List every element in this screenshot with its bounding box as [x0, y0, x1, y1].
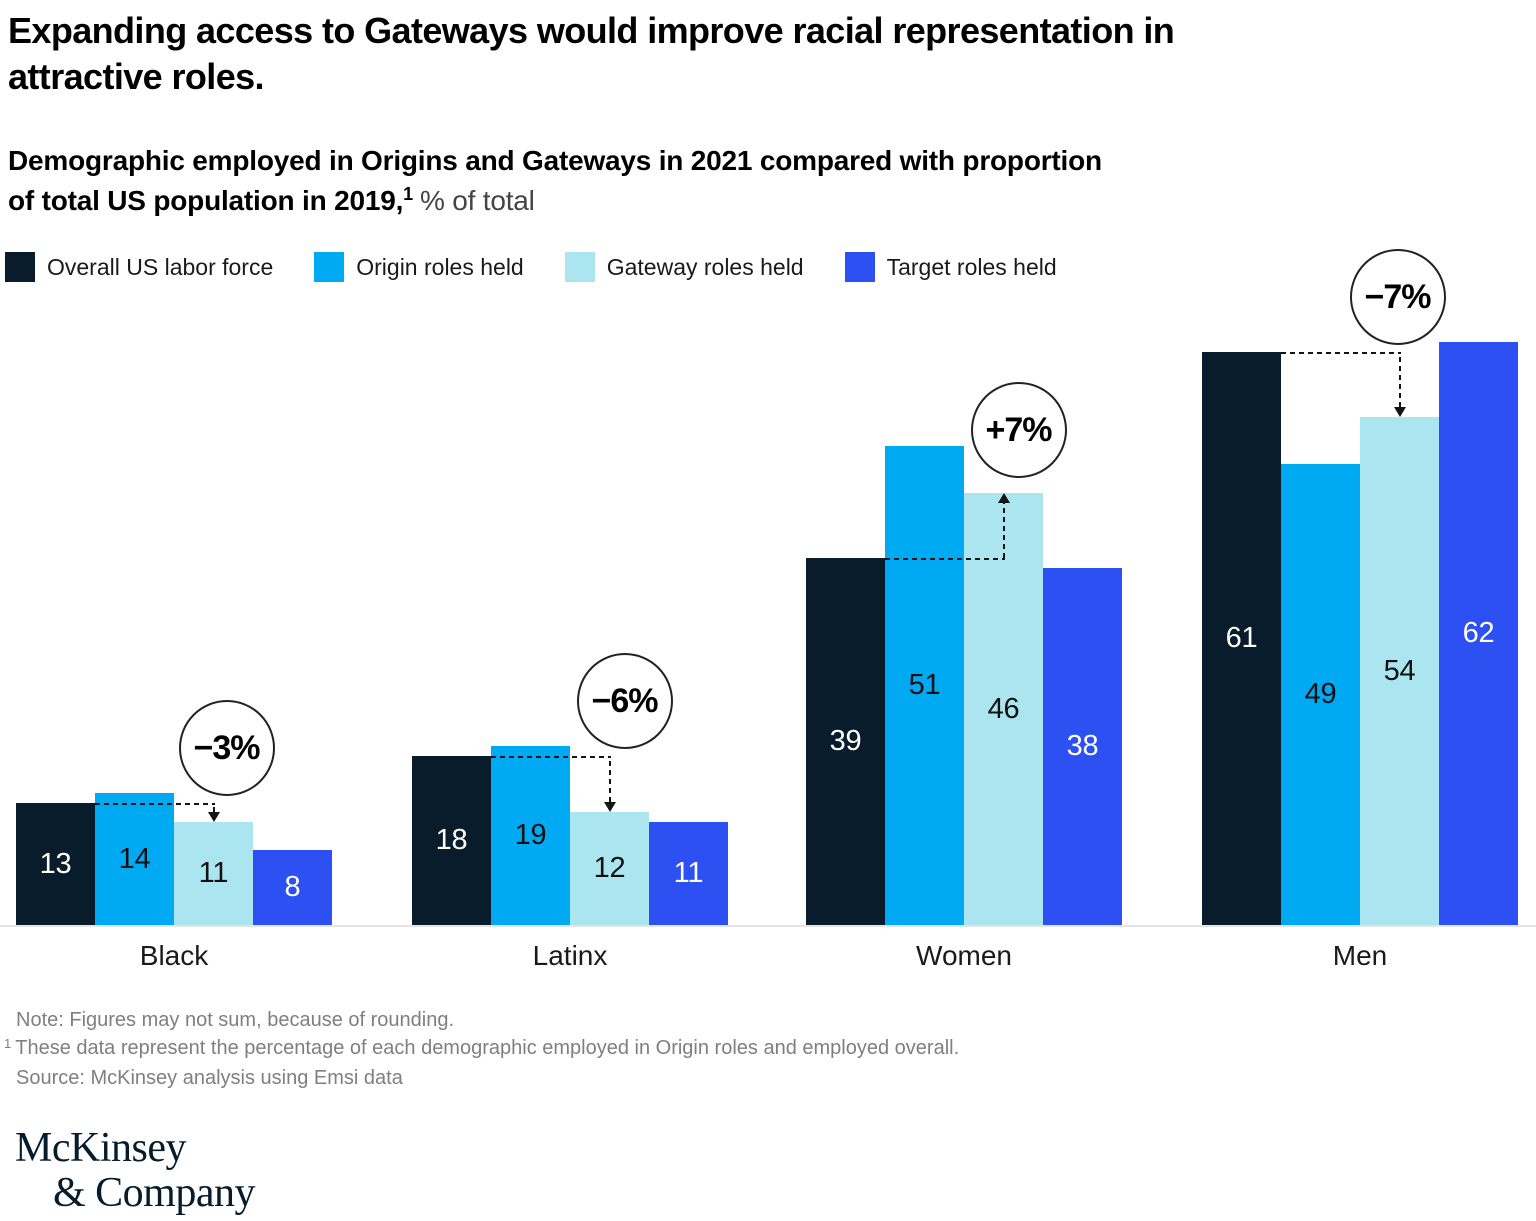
annotation-dashed-line	[1398, 354, 1401, 407]
annotation-dashed-line	[1002, 503, 1005, 558]
bar-value-label: 49	[1304, 678, 1337, 710]
bar-value-label: 38	[1066, 730, 1099, 762]
bar-value-label: 46	[987, 692, 1020, 725]
annotation-dashed-line	[608, 758, 611, 802]
bar-value-label: 39	[829, 725, 862, 757]
bar-black-overall-us-labor-force: 13	[16, 803, 95, 925]
legend-label: Gateway roles held	[606, 253, 804, 280]
arrow-down-icon	[207, 812, 220, 822]
bar-men-target-roles-held: 62	[1439, 342, 1518, 925]
page-title: Expanding access to Gateways would impro…	[8, 8, 1175, 100]
legend-label: Origin roles held	[356, 253, 524, 280]
annotation-circle-black: −3%	[178, 700, 275, 796]
category-label-men: Men	[1332, 940, 1388, 971]
chart-note: Note: Figures may not sum, because of ro…	[16, 1009, 455, 1031]
annotation-dashed-line	[885, 558, 1005, 560]
bar-women-origin-roles-held: 51	[885, 446, 964, 925]
x-axis-baseline	[0, 925, 1536, 927]
annotation-dashed-line	[212, 805, 215, 812]
bar-value-label: 8	[284, 871, 301, 903]
footnote-marker-superscript: 1	[403, 184, 413, 204]
chart-subtitle: Demographic employed in Origins and Gate…	[8, 141, 1102, 224]
bar-value-label: 18	[435, 824, 468, 856]
bar-women-gateway-roles-held: 46	[964, 493, 1043, 925]
bar-men-overall-us-labor-force: 61	[1202, 352, 1281, 925]
arrow-up-icon	[997, 493, 1010, 503]
bar-value-label: 11	[198, 857, 229, 889]
chart-footnotes: Note: Figures may not sum, because of ro…	[4, 1006, 959, 1092]
mckinsey-logo-line-1: McKinsey	[15, 1125, 186, 1171]
category-label-black: Black	[139, 940, 209, 971]
chart-subtitle-unit: % of total	[419, 185, 535, 216]
legend-item-origin-roles-held: Origin roles held	[314, 252, 524, 282]
chart-subtitle-line-1: Demographic employed in Origins and Gate…	[8, 145, 1102, 176]
legend-item-target-roles-held: Target roles held	[844, 252, 1057, 282]
bar-men-gateway-roles-held: 54	[1360, 417, 1439, 925]
bar-value-label: 11	[673, 857, 704, 889]
mckinsey-logo-line-2: & Company	[53, 1170, 256, 1216]
bar-women-overall-us-labor-force: 39	[806, 558, 885, 925]
bar-men-origin-roles-held: 49	[1281, 464, 1360, 925]
chart-source: Source: McKinsey analysis using Emsi dat…	[16, 1067, 403, 1089]
annotation-circle-latinx: −6%	[576, 653, 673, 749]
bar-black-gateway-roles-held: 11	[174, 822, 253, 925]
annotation-dashed-line	[95, 803, 215, 805]
legend-label: Target roles held	[886, 253, 1057, 280]
chart-footnote: 1 These data represent the percentage of …	[4, 1034, 959, 1064]
legend-item-overall-us-labor-force: Overall US labor force	[5, 252, 273, 282]
legend-swatch-icon	[844, 252, 875, 282]
bar-black-target-roles-held: 8	[253, 850, 332, 925]
legend-swatch-icon	[314, 252, 345, 282]
bar-value-label: 19	[514, 819, 547, 851]
bar-value-label: 14	[118, 842, 151, 875]
category-label-women: Women	[916, 940, 1012, 971]
bar-latinx-target-roles-held: 11	[649, 822, 728, 925]
bar-value-label: 51	[908, 669, 941, 701]
bar-value-label: 62	[1462, 617, 1495, 649]
annotation-dashed-line	[1281, 352, 1401, 354]
chart-footnote-marker: 1	[4, 1036, 12, 1051]
chart-subtitle-line-2-bold: of total US population in 2019,	[8, 185, 404, 216]
page-title-line-2: attractive roles.	[8, 56, 265, 97]
arrow-down-icon	[603, 802, 616, 812]
annotation-circle-men: −7%	[1349, 249, 1446, 345]
legend-label: Overall US labor force	[47, 253, 274, 280]
page-title-line-1: Expanding access to Gateways would impro…	[8, 10, 1175, 51]
legend-swatch-icon	[564, 252, 595, 282]
bar-value-label: 54	[1383, 654, 1416, 687]
chart-footnote-text: These data represent the percentage of e…	[15, 1037, 960, 1059]
annotation-circle-women: +7%	[970, 382, 1067, 478]
bar-value-label: 12	[593, 852, 626, 884]
category-label-latinx: Latinx	[532, 940, 608, 971]
bar-latinx-gateway-roles-held: 12	[570, 812, 649, 925]
bar-latinx-origin-roles-held: 19	[491, 746, 570, 925]
arrow-down-icon	[1393, 407, 1406, 417]
bar-latinx-overall-us-labor-force: 18	[412, 756, 491, 925]
bar-black-origin-roles-held: 14	[95, 793, 174, 925]
bar-value-label: 61	[1225, 622, 1258, 654]
bar-women-target-roles-held: 38	[1043, 568, 1122, 925]
legend-swatch-icon	[5, 252, 35, 282]
legend-item-gateway-roles-held: Gateway roles held	[564, 252, 804, 282]
chart-legend: Overall US labor force Origin roles held G…	[5, 252, 1057, 282]
bar-value-label: 13	[39, 847, 72, 880]
mckinsey-logo: McKinsey & Company	[15, 1125, 256, 1216]
annotation-dashed-line	[491, 756, 611, 758]
